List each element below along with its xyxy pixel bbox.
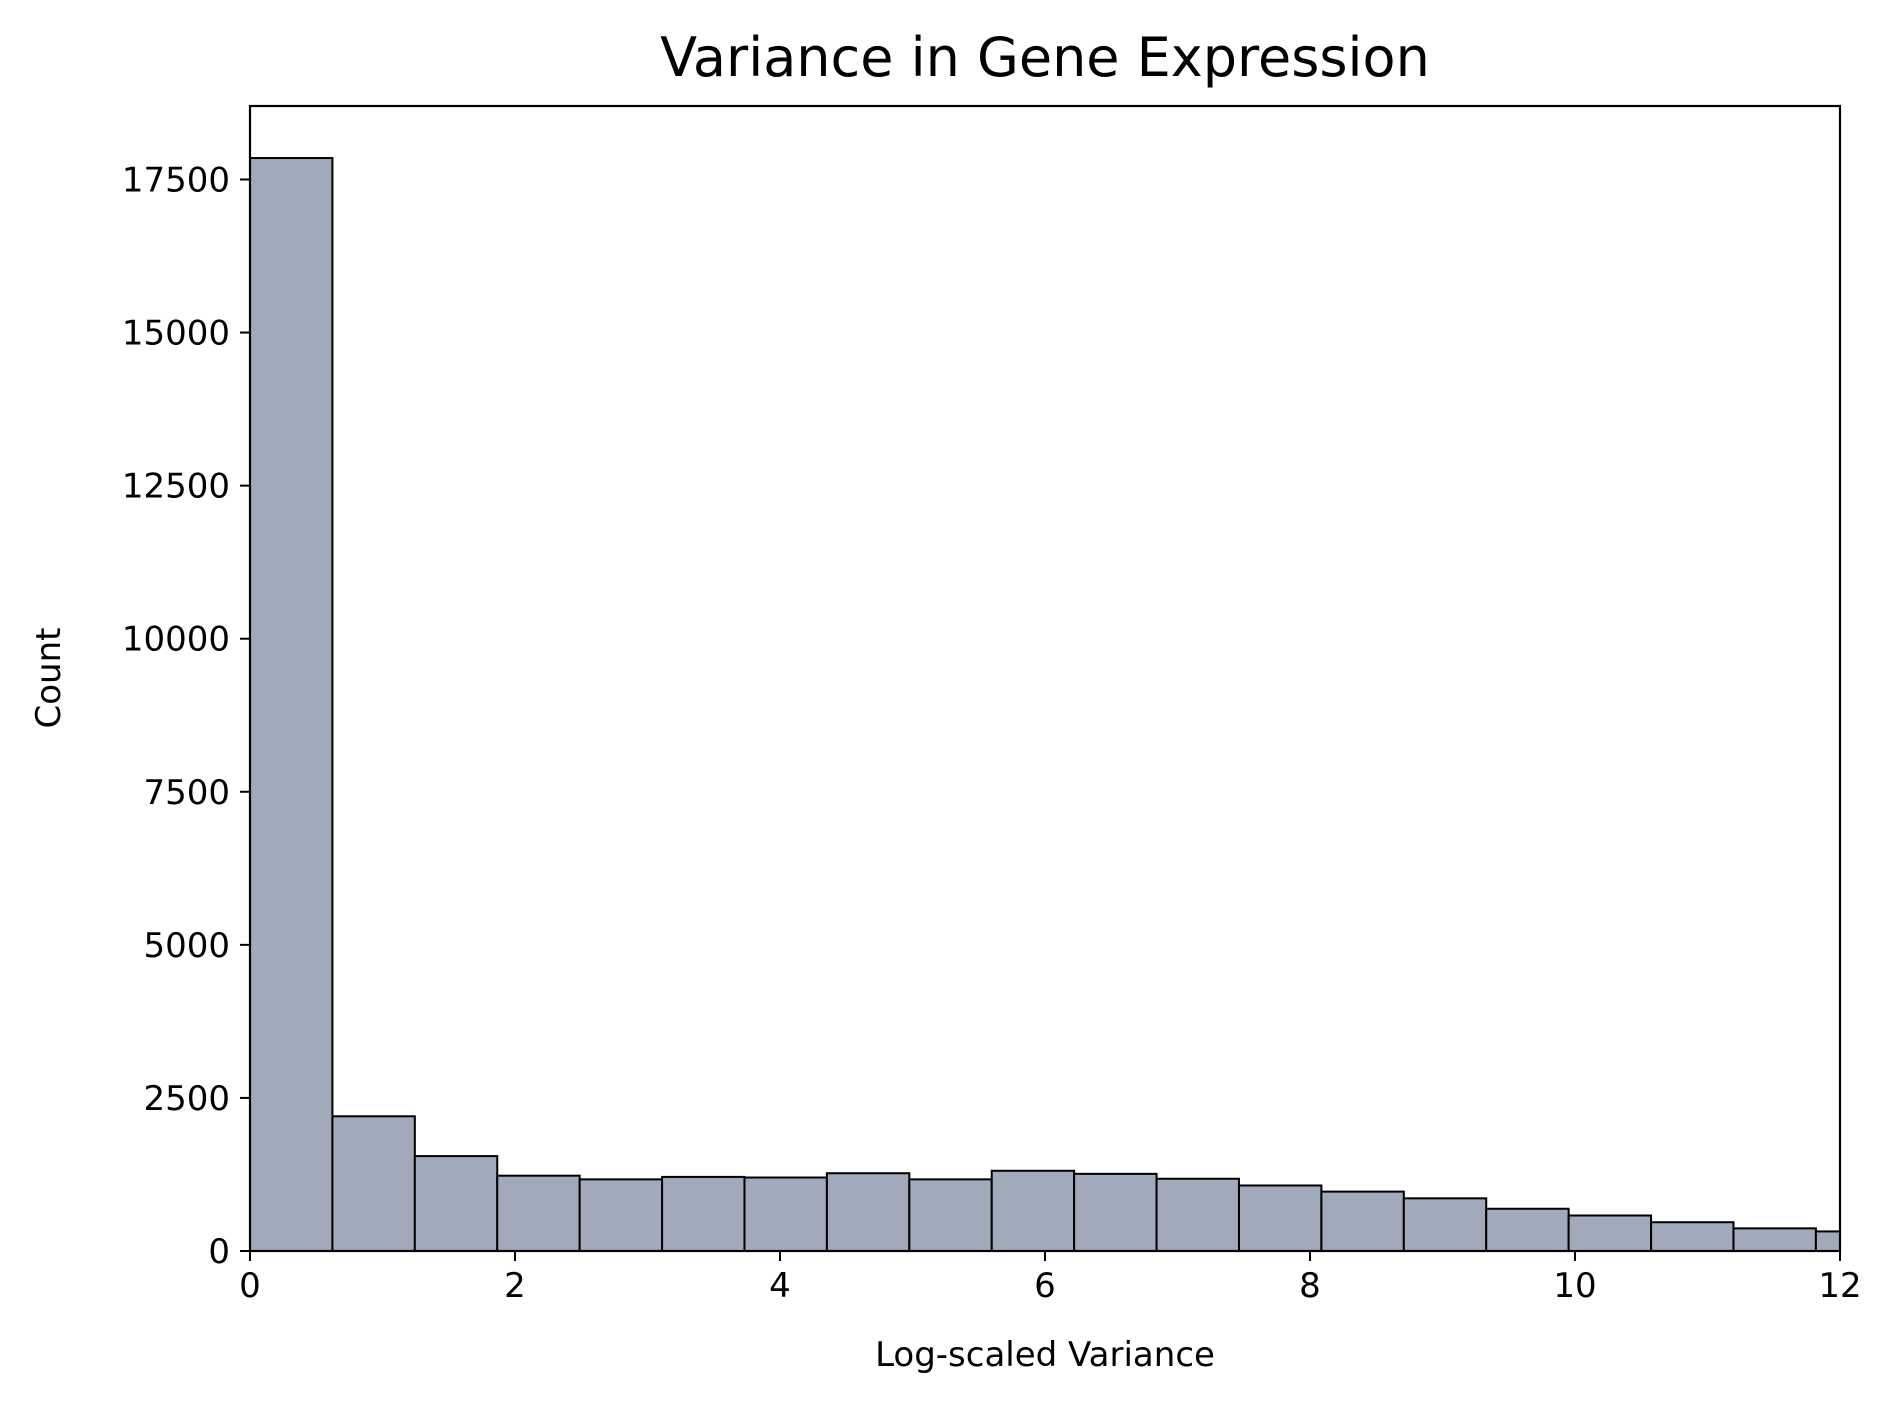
histogram-bar [743, 1176, 828, 1251]
bars-layer [250, 157, 1840, 1251]
histogram-bar [1237, 1184, 1323, 1251]
chart-title: Variance in Gene Expression [660, 26, 1430, 89]
y-axis-label: Count [29, 628, 69, 729]
y-tick-label: 0 [208, 1232, 230, 1272]
histogram-bar [578, 1178, 664, 1251]
x-tick-label: 0 [239, 1266, 261, 1306]
histogram-bar [990, 1169, 1076, 1251]
y-tick-label: 5000 [143, 926, 230, 966]
y-tick-label: 15000 [122, 314, 230, 354]
histogram-bar [1485, 1207, 1570, 1251]
histogram-bar [1650, 1221, 1735, 1251]
histogram-bar [1155, 1177, 1240, 1251]
x-tick-label: 4 [769, 1266, 791, 1306]
histogram-bar [661, 1175, 746, 1251]
histogram-bar [1402, 1197, 1488, 1251]
plot-frame [248, 104, 1842, 1253]
histogram-bar [1073, 1172, 1158, 1251]
histogram-bar [1567, 1214, 1653, 1251]
x-tick-label: 12 [1818, 1266, 1861, 1306]
x-tick-label: 8 [1299, 1266, 1321, 1306]
histogram-bar [1320, 1190, 1405, 1251]
y-tick-label: 2500 [143, 1079, 230, 1119]
y-tick-label: 7500 [143, 773, 230, 813]
histogram-bar [496, 1174, 581, 1251]
x-tick-label: 2 [504, 1266, 526, 1306]
x-tick-label: 10 [1553, 1266, 1596, 1306]
y-tick-label: 10000 [122, 620, 230, 660]
x-tick-label: 6 [1034, 1266, 1056, 1306]
histogram-bar [908, 1178, 993, 1251]
y-axis: 0 2500 5000 7500 10000 12500 15000 17500 [122, 160, 250, 1272]
histogram-bar [1814, 1230, 1840, 1251]
histogram-bar [413, 1155, 499, 1251]
histogram-bar [1732, 1227, 1817, 1251]
y-tick-label: 12500 [122, 467, 230, 507]
histogram-bar [825, 1172, 911, 1251]
histogram-bar [331, 1115, 416, 1251]
histogram-bar [250, 157, 334, 1251]
x-axis: 0 2 4 6 8 10 12 [239, 1251, 1862, 1306]
y-tick-label: 17500 [122, 160, 230, 200]
x-axis-label: Log-scaled Variance [875, 1335, 1215, 1375]
